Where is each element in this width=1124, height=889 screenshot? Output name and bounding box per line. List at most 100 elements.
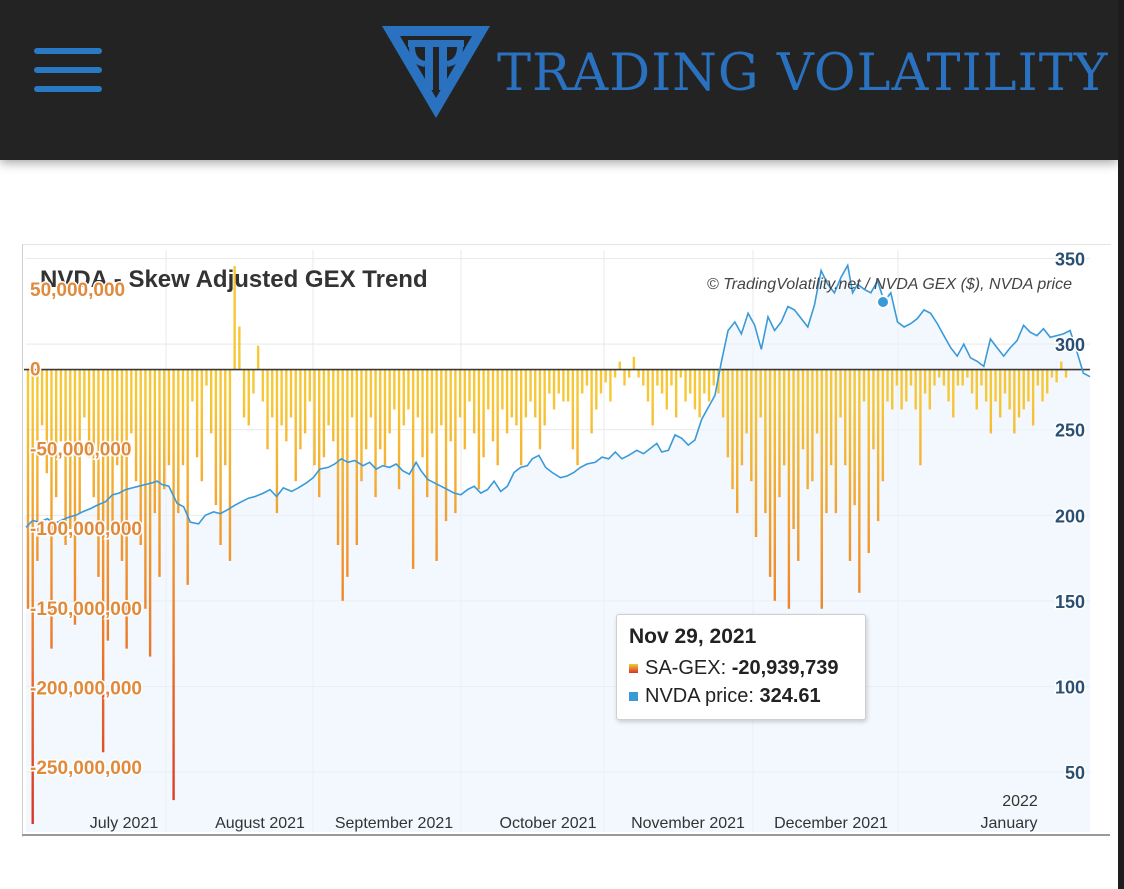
gex-bar: [590, 369, 593, 434]
gex-bar: [332, 369, 335, 442]
gex-bar: [468, 369, 471, 402]
gex-bar: [712, 369, 715, 386]
gex-bar: [402, 369, 405, 426]
price-area-fill: [26, 265, 1090, 832]
x-axis-tick-label: August 2021: [215, 815, 305, 832]
brand-title[interactable]: TRADING VOLATILITY: [497, 44, 1109, 103]
gex-bar: [379, 369, 382, 450]
gex-bar: [130, 369, 133, 434]
gex-bar: [209, 369, 213, 434]
gex-bar: [186, 369, 189, 585]
gex-bar: [689, 369, 692, 394]
trading-volatility-logo-icon[interactable]: [380, 24, 492, 120]
gex-bar: [891, 369, 894, 410]
gex-bar: [318, 369, 321, 498]
gex-bar: [97, 369, 100, 577]
gex-bar: [299, 369, 302, 450]
gex-bar: [566, 369, 570, 402]
gex-bar: [346, 369, 349, 577]
gex-bar: [811, 369, 814, 482]
gex-bar: [393, 369, 396, 410]
gex-bar: [50, 369, 53, 649]
gex-bar: [364, 369, 368, 450]
gex-bar: [482, 369, 485, 458]
gex-bar: [585, 369, 589, 386]
gex-bar: [322, 369, 326, 458]
gex-bar: [69, 369, 72, 530]
gex-bar: [853, 369, 856, 506]
gex-bar: [679, 369, 683, 378]
gex-bar: [825, 369, 828, 514]
gex-bar: [1055, 369, 1058, 383]
x-axis-tick-label: January: [981, 815, 1038, 832]
gex-bar: [247, 369, 250, 426]
gex-bar: [125, 369, 128, 649]
gex-bar: [1060, 361, 1063, 370]
chart-credits[interactable]: © TradingVolatility.net / NVDA GEX ($), …: [707, 276, 1072, 293]
right-axis-tick-label: 250: [1055, 421, 1085, 441]
gex-bar: [970, 369, 974, 394]
gex-bar: [886, 369, 889, 402]
right-axis-tick-label: 100: [1055, 678, 1085, 698]
gex-bar: [313, 369, 316, 466]
gex-bar: [928, 369, 931, 410]
gex-bar: [167, 369, 171, 466]
gex-bar: [505, 369, 509, 434]
gex-bar: [759, 369, 762, 418]
gex-bar: [407, 369, 410, 410]
gex-bar: [64, 369, 67, 545]
gex-bar: [801, 369, 805, 450]
gex-bar: [524, 369, 528, 418]
left-axis-tick-label: 50,000,000: [30, 280, 125, 301]
gex-bar: [848, 369, 852, 561]
gex-bar: [534, 369, 537, 418]
tooltip-price-value: 324.61: [759, 685, 821, 707]
gex-bar: [487, 369, 490, 410]
top-navigation-bar: TRADING VOLATILITY: [0, 0, 1118, 160]
gex-bar: [745, 369, 748, 434]
gex-bar: [54, 369, 58, 498]
gex-bar: [820, 369, 823, 609]
gex-bar: [717, 369, 720, 394]
gex-bar: [416, 369, 420, 418]
right-axis-tick-label: 300: [1055, 335, 1085, 355]
x-axis-tick-label: July 2021: [90, 815, 159, 832]
gex-bar: [280, 369, 283, 426]
gex-bar: [158, 369, 161, 577]
gex-bar: [876, 369, 880, 522]
gex-bar: [26, 369, 30, 609]
gex-bar: [172, 369, 175, 801]
gex-bar: [144, 369, 147, 609]
gex-bar: [961, 369, 964, 386]
gex-bar: [285, 369, 288, 442]
gex-bar: [994, 369, 997, 402]
gex-bar: [637, 369, 640, 378]
hover-point-marker: [876, 295, 890, 309]
gex-bar: [815, 369, 819, 434]
tooltip-sa-gex-value: -20,939,739: [731, 657, 839, 679]
gex-bar: [646, 369, 650, 402]
gex-bar: [966, 369, 969, 378]
gex-bar: [374, 369, 377, 498]
hamburger-menu-icon[interactable]: [34, 48, 104, 98]
gex-bar: [266, 369, 269, 450]
gex-bar: [914, 369, 917, 410]
gex-bar: [308, 369, 312, 402]
gex-bar: [562, 369, 565, 402]
gex-bar: [519, 369, 523, 466]
gex-bar: [252, 369, 255, 394]
gex-bar: [458, 369, 462, 418]
gex-bar: [101, 369, 105, 753]
gex-bar: [1046, 369, 1049, 394]
gex-bar: [557, 369, 560, 394]
gex-bar: [510, 369, 513, 418]
gex-bar: [501, 369, 504, 410]
gex-bar: [271, 369, 274, 418]
gex-bar: [952, 369, 955, 418]
gex-bar: [1022, 369, 1025, 410]
gex-bar: [571, 369, 575, 450]
chart-bottom-border: [22, 834, 1110, 836]
gex-bar: [984, 369, 988, 402]
gex-bar: [787, 369, 791, 609]
gex-bar: [632, 356, 636, 370]
